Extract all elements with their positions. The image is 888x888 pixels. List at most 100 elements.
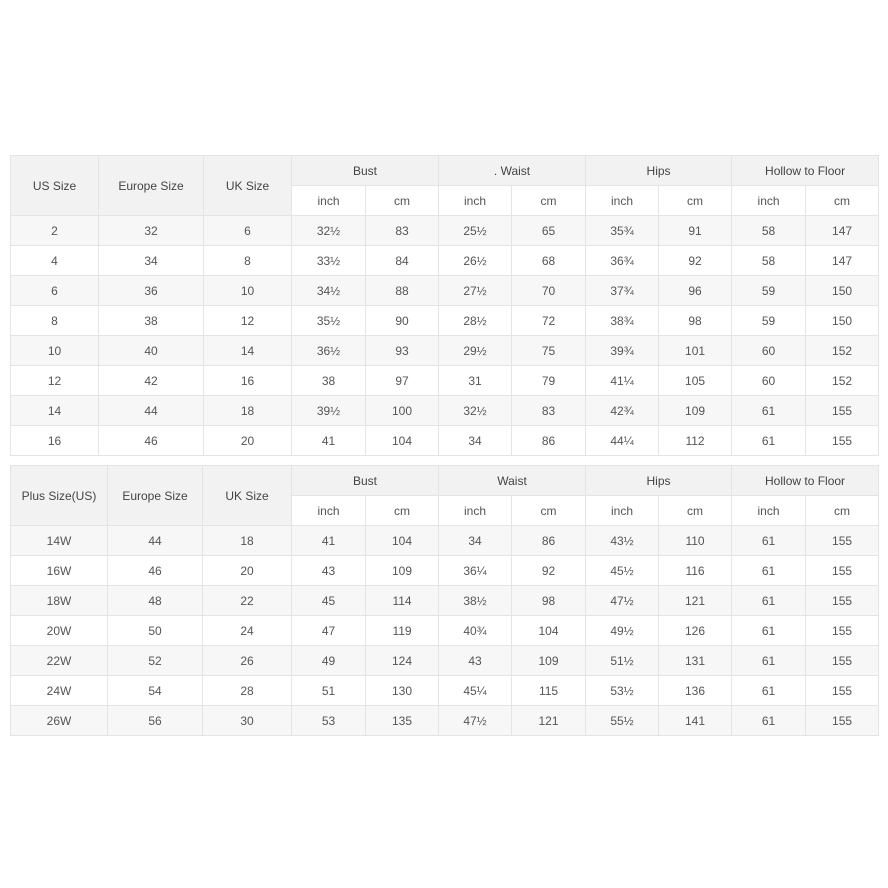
table-row: 12 42 16 38 97 31 79 41¼ 105 60 152 [10,365,880,396]
table-cell: 24 [202,615,292,646]
table-row: 6 36 10 34½ 88 27½ 70 37¾ 96 59 150 [10,275,880,306]
table-cell: 47 [291,615,366,646]
table-cell: 61 [731,615,807,646]
unit-header: inch [438,185,513,216]
unit-header: inch [291,495,366,526]
table-cell: 104 [364,525,440,556]
table-cell: 35¾ [585,215,660,246]
table-cell: 61 [731,525,807,556]
table-cell: 34½ [291,275,366,306]
table-cell: 48 [107,585,203,616]
table-cell: 79 [511,365,587,396]
column-header: Hips [585,465,733,496]
table-row: 4 34 8 33½ 84 26½ 68 36¾ 92 58 147 [10,245,880,276]
table-cell: 119 [364,615,440,646]
table-cell: 104 [511,615,587,646]
table-cell: 155 [805,705,880,736]
plus-size-table: Plus Size(US) Europe Size UK Size Bust Waist… [10,465,880,736]
table-cell: 98 [511,585,587,616]
table-cell: 98 [658,305,733,336]
table-cell: 92 [658,245,733,276]
unit-header: cm [364,185,440,216]
table-cell: 12 [203,305,292,336]
table-cell: 38 [291,365,366,396]
table-row: 22W 52 26 49 124 43 109 51½ 131 61 155 [10,645,880,676]
table-cell: 59 [731,305,807,336]
table-cell: 36 [98,275,204,306]
table-cell: 49 [291,645,366,676]
table-cell: 26W [10,705,108,736]
table-cell: 14 [10,395,99,426]
table-cell: 152 [805,365,880,396]
table-cell: 155 [805,525,880,556]
table-cell: 36¼ [438,555,513,586]
table-cell: 61 [731,555,807,586]
table-cell: 155 [805,675,880,706]
unit-header: cm [658,185,733,216]
table-cell: 44 [107,525,203,556]
column-header: Hollow to Floor [731,465,880,496]
table-cell: 75 [511,335,587,366]
table-cell: 36¾ [585,245,660,276]
table-cell: 124 [364,645,440,676]
table-cell: 61 [731,395,807,426]
table-cell: 150 [805,275,880,306]
table-cell: 88 [364,275,440,306]
table-cell: 43 [291,555,366,586]
unit-header: inch [585,185,660,216]
table-cell: 92 [511,555,587,586]
table-cell: 61 [731,645,807,676]
table-cell: 121 [511,705,587,736]
column-header: UK Size [203,155,292,216]
table-cell: 114 [364,585,440,616]
table-cell: 141 [658,705,733,736]
column-header: US Size [10,155,99,216]
table-cell: 18W [10,585,108,616]
table-cell: 155 [805,615,880,646]
table-cell: 91 [658,215,733,246]
table-cell: 49½ [585,615,660,646]
column-header: Plus Size(US) [10,465,108,526]
table-cell: 40¾ [438,615,513,646]
column-header: Waist [438,465,587,496]
table-cell: 60 [731,365,807,396]
table-cell: 14 [203,335,292,366]
table-cell: 46 [107,555,203,586]
unit-header: cm [511,185,587,216]
table-cell: 100 [364,395,440,426]
table-cell: 20 [202,555,292,586]
table-cell: 54 [107,675,203,706]
table-row: 10 40 14 36½ 93 29½ 75 39¾ 101 60 152 [10,335,880,366]
column-header: . Waist [438,155,587,186]
table-cell: 40 [98,335,204,366]
table-cell: 12 [10,365,99,396]
table-cell: 38 [98,305,204,336]
table-cell: 18 [203,395,292,426]
table-row: 16 46 20 41 104 34 86 44¼ 112 61 155 [10,425,880,456]
table-cell: 32 [98,215,204,246]
table-cell: 150 [805,305,880,336]
table-cell: 41 [291,525,366,556]
table-cell: 58 [731,215,807,246]
table-cell: 51½ [585,645,660,676]
table-cell: 147 [805,245,880,276]
table-cell: 8 [203,245,292,276]
table-cell: 126 [658,615,733,646]
header-row: Plus Size(US) Europe Size UK Size Bust Waist… [10,465,880,526]
header-row: US Size Europe Size UK Size Bust. Waist Hips… [10,155,880,216]
table-cell: 152 [805,335,880,366]
table-cell: 53 [291,705,366,736]
table-cell: 39¾ [585,335,660,366]
unit-header: inch [585,495,660,526]
standard-size-table: US Size Europe Size UK Size Bust. Waist Hips… [10,155,880,456]
table-cell: 155 [805,395,880,426]
table-cell: 155 [805,425,880,456]
table-cell: 6 [10,275,99,306]
table-cell: 52 [107,645,203,676]
table-cell: 27½ [438,275,513,306]
unit-row: inch cm inch cm inch cm inch cm [11,185,880,216]
table-cell: 72 [511,305,587,336]
table-cell: 43 [438,645,513,676]
table-cell: 14W [10,525,108,556]
table-cell: 8 [10,305,99,336]
